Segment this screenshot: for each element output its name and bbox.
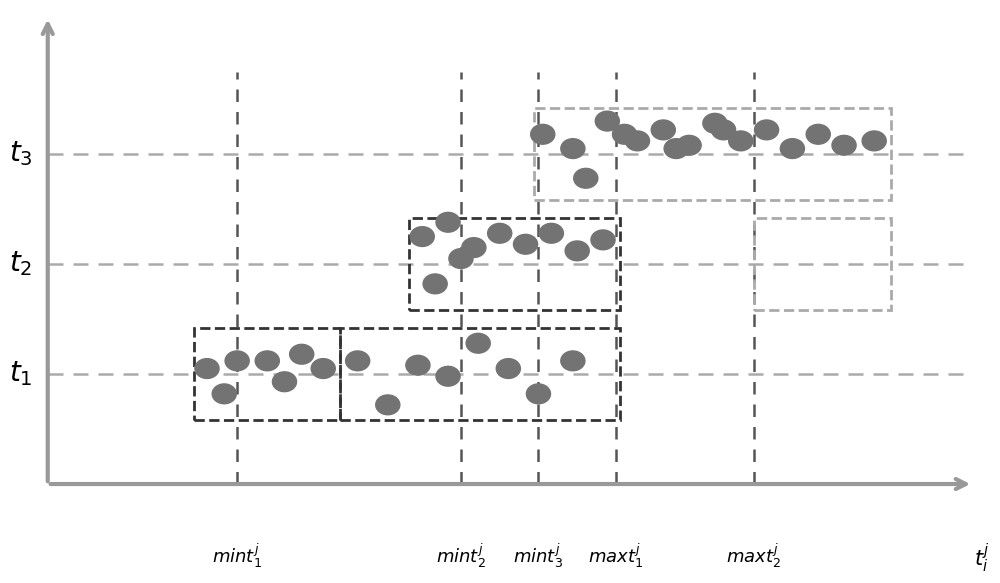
Ellipse shape (466, 333, 490, 353)
Ellipse shape (488, 223, 512, 243)
Ellipse shape (272, 372, 297, 392)
Ellipse shape (561, 351, 585, 371)
Ellipse shape (591, 230, 615, 250)
Ellipse shape (376, 395, 400, 415)
Ellipse shape (729, 131, 753, 151)
Ellipse shape (574, 168, 598, 188)
Bar (194, 328, 340, 420)
Ellipse shape (677, 135, 701, 155)
Ellipse shape (290, 345, 314, 364)
Ellipse shape (423, 274, 447, 294)
Ellipse shape (531, 124, 555, 144)
Text: $t_1$: $t_1$ (9, 360, 32, 388)
Ellipse shape (436, 212, 460, 232)
Ellipse shape (780, 139, 804, 159)
Ellipse shape (526, 384, 550, 404)
Text: $mint_3^j$: $mint_3^j$ (513, 541, 563, 570)
Bar (409, 218, 620, 310)
Text: $mint_2^j$: $mint_2^j$ (436, 541, 486, 570)
Ellipse shape (625, 131, 649, 151)
Ellipse shape (496, 359, 520, 378)
Ellipse shape (539, 223, 563, 243)
Ellipse shape (513, 234, 538, 254)
Ellipse shape (462, 238, 486, 258)
Text: $t_i^j$: $t_i^j$ (974, 541, 990, 575)
Text: $t_3$: $t_3$ (9, 140, 32, 168)
Ellipse shape (565, 241, 589, 261)
Ellipse shape (346, 351, 370, 371)
Ellipse shape (195, 359, 219, 378)
Text: $t_2$: $t_2$ (9, 250, 32, 279)
Ellipse shape (806, 124, 830, 144)
Ellipse shape (832, 135, 856, 155)
Ellipse shape (703, 113, 727, 133)
Ellipse shape (862, 131, 886, 151)
Ellipse shape (225, 351, 249, 371)
Ellipse shape (755, 120, 779, 140)
Text: $maxt_1^j$: $maxt_1^j$ (588, 541, 643, 570)
Ellipse shape (664, 139, 688, 159)
Ellipse shape (436, 366, 460, 386)
Ellipse shape (212, 384, 236, 404)
Text: $mint_1^j$: $mint_1^j$ (212, 541, 262, 570)
Bar (340, 328, 620, 420)
Ellipse shape (255, 351, 279, 371)
Bar (534, 108, 891, 201)
Ellipse shape (595, 111, 619, 131)
Ellipse shape (311, 359, 335, 378)
Ellipse shape (410, 227, 434, 247)
Ellipse shape (449, 249, 473, 268)
Bar (754, 218, 891, 310)
Ellipse shape (651, 120, 675, 140)
Ellipse shape (711, 120, 736, 140)
Text: $maxt_2^j$: $maxt_2^j$ (726, 541, 781, 570)
Ellipse shape (406, 356, 430, 375)
Ellipse shape (561, 139, 585, 159)
Ellipse shape (612, 124, 637, 144)
